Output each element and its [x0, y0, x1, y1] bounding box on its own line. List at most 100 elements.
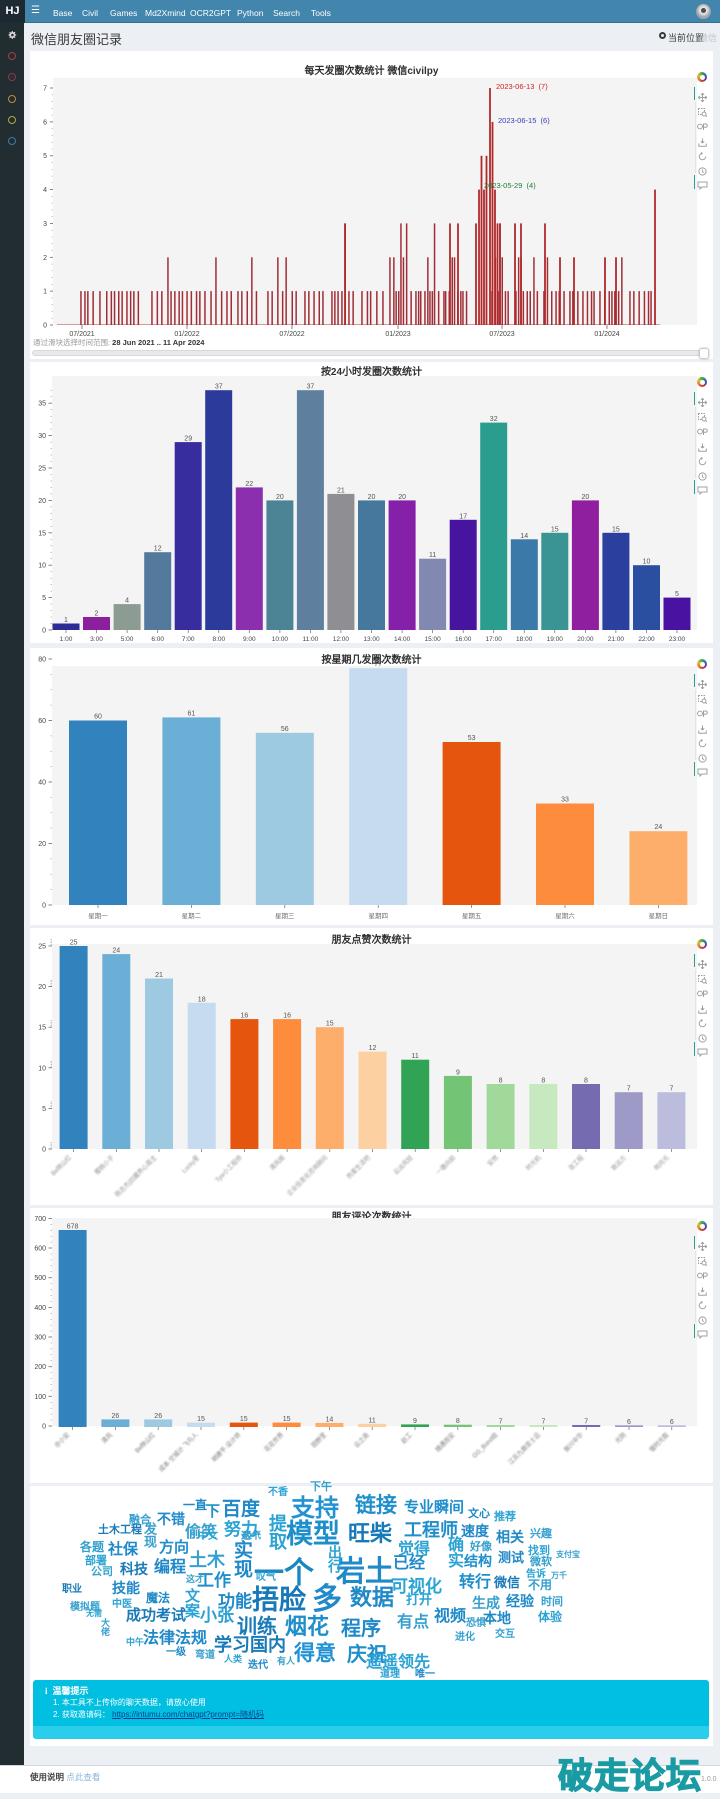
svg-text:01/2024: 01/2024	[594, 331, 619, 338]
svg-text:15: 15	[38, 1025, 46, 1032]
svg-text:0: 0	[42, 628, 46, 635]
svg-text:20: 20	[276, 494, 284, 501]
svg-text:40: 40	[38, 780, 46, 787]
svg-text:12:00: 12:00	[333, 636, 350, 643]
svg-text:7:00: 7:00	[182, 636, 195, 643]
svg-text:53: 53	[468, 735, 476, 742]
svg-text:01/2022: 01/2022	[174, 331, 199, 338]
svg-text:11:00: 11:00	[303, 636, 319, 643]
svg-text:37: 37	[215, 384, 223, 391]
svg-text:14:00: 14:00	[394, 636, 411, 643]
svg-text:星期一: 星期一	[88, 912, 108, 920]
svg-text:26: 26	[154, 1413, 162, 1420]
svg-text:云之南: 云之南	[353, 1431, 371, 1449]
svg-text:18: 18	[198, 996, 206, 1003]
svg-text:22: 22	[245, 481, 253, 488]
svg-text:星期二: 星期二	[182, 912, 202, 920]
svg-text:2023-06-15 (6): 2023-06-15 (6)	[498, 116, 550, 125]
svg-text:成本·空城计·飞鸟人: 成本·空城计·飞鸟人	[157, 1431, 199, 1473]
svg-text:1: 1	[64, 617, 68, 624]
svg-text:11: 11	[369, 1417, 376, 1424]
svg-text:GG_Bond组: GG_Bond组	[471, 1431, 500, 1460]
svg-text:25: 25	[38, 944, 46, 951]
svg-text:16: 16	[283, 1013, 291, 1020]
svg-text:11: 11	[429, 552, 436, 559]
svg-text:光阴: 光阴	[614, 1431, 628, 1445]
svg-text:7: 7	[541, 1419, 545, 1426]
svg-text:6: 6	[43, 119, 47, 126]
svg-text:5: 5	[42, 595, 46, 602]
svg-text:5:00: 5:00	[121, 636, 134, 643]
svg-text:星期五: 星期五	[462, 912, 482, 920]
svg-text:3: 3	[43, 221, 47, 228]
svg-text:江苏九鼎亚士忌: 江苏九鼎亚士忌	[507, 1431, 542, 1466]
svg-text:15: 15	[551, 526, 559, 533]
svg-text:500: 500	[34, 1275, 46, 1282]
svg-text:20:00: 20:00	[577, 636, 594, 643]
svg-text:2: 2	[95, 611, 99, 618]
svg-text:21:00: 21:00	[608, 636, 625, 643]
svg-text:2023-06-13 (7): 2023-06-13 (7)	[496, 82, 548, 91]
svg-text:7: 7	[669, 1086, 673, 1093]
svg-text:6: 6	[627, 1419, 631, 1426]
svg-text:07/2021: 07/2021	[69, 331, 94, 338]
svg-text:61: 61	[188, 710, 196, 717]
svg-text:8: 8	[541, 1078, 545, 1085]
svg-text:8: 8	[584, 1078, 588, 1085]
svg-text:60: 60	[94, 714, 102, 721]
svg-text:19:00: 19:00	[547, 636, 564, 643]
svg-text:15: 15	[38, 530, 46, 537]
svg-text:60: 60	[38, 718, 46, 725]
svg-text:11: 11	[412, 1053, 419, 1060]
svg-text:07/2023: 07/2023	[489, 331, 514, 338]
svg-text:1: 1	[43, 289, 47, 296]
svg-text:6:00: 6:00	[151, 636, 164, 643]
svg-text:星期四: 星期四	[368, 912, 388, 920]
svg-text:0: 0	[42, 1424, 46, 1431]
svg-text:23:00: 23:00	[669, 636, 686, 643]
svg-text:15:00: 15:00	[424, 636, 441, 643]
svg-text:600: 600	[34, 1246, 46, 1253]
svg-text:20: 20	[38, 984, 46, 991]
svg-text:77: 77	[374, 661, 382, 668]
svg-text:星期六: 星期六	[555, 911, 575, 920]
svg-text:20: 20	[368, 494, 376, 501]
svg-text:10: 10	[38, 1065, 46, 1072]
svg-text:8: 8	[456, 1418, 460, 1425]
svg-text:4: 4	[43, 187, 47, 194]
svg-text:10: 10	[643, 559, 651, 566]
svg-text:13:00: 13:00	[363, 636, 380, 643]
svg-text:32: 32	[490, 416, 498, 423]
svg-text:14: 14	[326, 1416, 334, 1423]
svg-text:20: 20	[582, 494, 590, 501]
svg-text:26: 26	[112, 1413, 120, 1420]
svg-text:21: 21	[337, 487, 345, 494]
svg-text:慢时光叙: 慢时光叙	[648, 1431, 671, 1454]
svg-text:300: 300	[34, 1335, 46, 1342]
svg-text:07/2022: 07/2022	[279, 331, 304, 338]
svg-text:33: 33	[561, 797, 569, 804]
svg-text:56: 56	[281, 726, 289, 733]
svg-text:随遇而安: 随遇而安	[434, 1431, 457, 1454]
svg-text:8:00: 8:00	[212, 636, 225, 643]
svg-text:20: 20	[38, 498, 46, 505]
svg-text:Be映山红: Be映山红	[133, 1431, 157, 1455]
svg-text:7: 7	[584, 1419, 588, 1426]
svg-text:15: 15	[240, 1416, 248, 1423]
svg-text:15: 15	[197, 1416, 205, 1423]
svg-text:田野里: 田野里	[310, 1431, 328, 1449]
svg-text:清风: 清风	[100, 1431, 114, 1445]
svg-text:7: 7	[627, 1086, 631, 1093]
svg-text:12: 12	[154, 546, 162, 553]
svg-text:花花世界: 花花世界	[263, 1431, 286, 1454]
svg-text:25: 25	[70, 940, 78, 947]
svg-text:15: 15	[612, 526, 620, 533]
svg-text:星期日: 星期日	[649, 912, 669, 920]
svg-text:24: 24	[655, 824, 663, 831]
svg-text:14: 14	[520, 533, 528, 540]
svg-text:17:00: 17:00	[486, 636, 503, 643]
svg-text:15: 15	[283, 1416, 291, 1423]
svg-text:8: 8	[499, 1078, 503, 1085]
svg-text:16: 16	[241, 1013, 249, 1020]
svg-text:10:00: 10:00	[272, 636, 289, 643]
